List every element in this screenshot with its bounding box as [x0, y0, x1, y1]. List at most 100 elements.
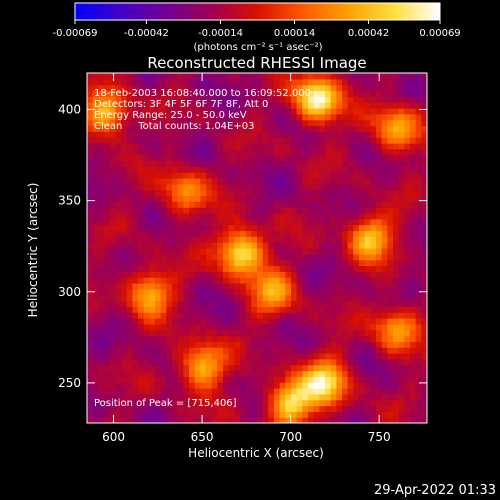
- heatmap-cell: [296, 271, 303, 278]
- heatmap-cell: [121, 294, 128, 302]
- heatmap-cell: [132, 271, 139, 278]
- heatmap-cell: [245, 370, 252, 377]
- heatmap-cell: [415, 329, 422, 337]
- heatmap-cell: [223, 113, 230, 121]
- heatmap-cell: [257, 405, 264, 412]
- heatmap-cell: [330, 318, 337, 325]
- heatmap-cell: [228, 183, 235, 191]
- heatmap-cell: [217, 195, 224, 202]
- heatmap-cell: [381, 113, 388, 121]
- heatmap-cell: [240, 73, 247, 80]
- heatmap-cell: [143, 353, 150, 360]
- heatmap-cell: [172, 388, 179, 395]
- heatmap-cell: [291, 224, 298, 232]
- heatmap-cell: [308, 218, 315, 226]
- heatmap-cell: [274, 102, 281, 109]
- heatmap-cell: [160, 370, 167, 377]
- heatmap-cell: [245, 137, 252, 144]
- heatmap-cell: [291, 183, 298, 191]
- heatmap-cell: [257, 131, 264, 138]
- heatmap-cell: [132, 323, 139, 331]
- heatmap-cell: [200, 224, 207, 232]
- heatmap-cell: [398, 335, 405, 342]
- heatmap-cell: [279, 154, 286, 162]
- heatmap-cell: [353, 166, 360, 173]
- heatmap-cell: [109, 306, 116, 313]
- heatmap-cell: [251, 218, 258, 226]
- heatmap-cell: [398, 283, 405, 290]
- heatmap-cell: [262, 329, 269, 337]
- heatmap-cell: [313, 347, 320, 354]
- heatmap-cell: [245, 172, 252, 179]
- heatmap-cell: [166, 399, 173, 407]
- heatmap-cell: [319, 166, 326, 173]
- heatmap-cell: [172, 160, 179, 167]
- heatmap-cell: [359, 312, 366, 319]
- heatmap-cell: [166, 306, 173, 313]
- heatmap-cell: [206, 388, 213, 395]
- heatmap-cell: [313, 288, 320, 296]
- heatmap-cell: [308, 230, 315, 237]
- heatmap-cell: [189, 230, 196, 237]
- heatmap-cell: [194, 318, 201, 325]
- heatmap-cell: [189, 119, 196, 127]
- heatmap-cell: [98, 318, 105, 325]
- heatmap-cell: [257, 370, 264, 377]
- heatmap-cell: [126, 108, 133, 115]
- heatmap-cell: [262, 347, 269, 354]
- heatmap-cell: [296, 318, 303, 325]
- heatmap-cell: [251, 382, 258, 389]
- heatmap-cell: [223, 265, 230, 272]
- heatmap-cell: [206, 108, 213, 115]
- heatmap-cell: [296, 323, 303, 331]
- heatmap-cell: [228, 411, 235, 418]
- heatmap-cell: [115, 388, 122, 395]
- heatmap-cell: [376, 166, 383, 173]
- heatmap-cell: [410, 78, 417, 86]
- heatmap-cell: [251, 288, 258, 296]
- heatmap-cell: [359, 113, 366, 121]
- heatmap-cell: [245, 259, 252, 267]
- heatmap-cell: [353, 411, 360, 418]
- heatmap-cell: [336, 341, 343, 348]
- heatmap-cell: [359, 411, 366, 418]
- heatmap-cell: [370, 160, 377, 167]
- heatmap-cell: [279, 189, 286, 197]
- heatmap-cell: [415, 271, 422, 278]
- heatmap-cell: [359, 294, 366, 302]
- heatmap-cell: [376, 125, 383, 132]
- heatmap-cell: [121, 388, 128, 395]
- heatmap-cell: [194, 189, 201, 197]
- heatmap-cell: [98, 353, 105, 360]
- heatmap-cell: [308, 73, 315, 80]
- heatmap-cell: [347, 236, 354, 243]
- heatmap-cell: [143, 236, 150, 243]
- heatmap-cell: [240, 329, 247, 337]
- heatmap-cell: [330, 108, 337, 115]
- heatmap-cell: [370, 283, 377, 290]
- heatmap-cell: [404, 405, 411, 412]
- heatmap-cell: [398, 347, 405, 354]
- heatmap-cell: [121, 73, 128, 80]
- heatmap-cell: [393, 189, 400, 197]
- heatmap-cell: [342, 242, 349, 249]
- heatmap-cell: [126, 143, 133, 150]
- heatmap-cell: [200, 382, 207, 389]
- heatmap-cell: [308, 154, 315, 162]
- heatmap-cell: [325, 73, 332, 80]
- heatmap-cell: [87, 318, 94, 325]
- heatmap-cell: [415, 84, 422, 92]
- heatmap-cell: [98, 300, 105, 307]
- heatmap-cell: [98, 90, 105, 97]
- heatmap-cell: [370, 253, 377, 261]
- heatmap-cell: [183, 213, 190, 220]
- heatmap-cell: [206, 236, 213, 243]
- heatmap-cell: [194, 248, 201, 255]
- heatmap-cell: [410, 417, 417, 423]
- heatmap-cell: [268, 253, 275, 261]
- heatmap-cell: [115, 417, 122, 423]
- heatmap-cell: [155, 166, 162, 173]
- heatmap-cell: [245, 143, 252, 150]
- heatmap-cell: [381, 318, 388, 325]
- heatmap-cell: [313, 306, 320, 313]
